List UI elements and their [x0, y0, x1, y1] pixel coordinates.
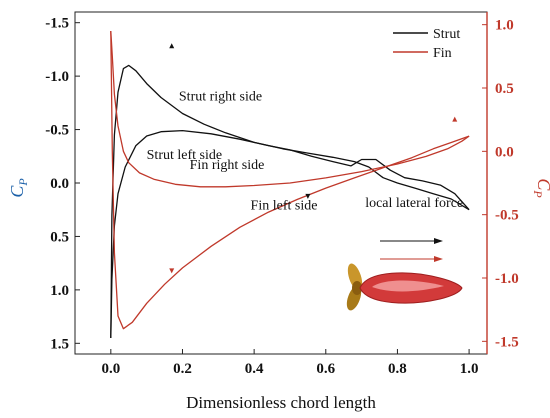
annotation-local-lateral-force: local lateral force: [365, 196, 463, 211]
y-left-tick-label: -1.5: [45, 16, 69, 32]
direction-marker: [305, 193, 311, 199]
legend: Strut Fin: [393, 27, 460, 61]
annotation-strut-left-side: Strut left side: [147, 148, 222, 163]
fin-fin-left-side-line: [110, 30, 470, 330]
y-right-tick-label: 0.5: [495, 81, 514, 97]
y-left-tick-label: 0.5: [50, 229, 69, 245]
strut-strut-right-side-line: [110, 64, 470, 339]
y-right-tick-label: 0.0: [495, 144, 514, 160]
y-right-tick-label: -1.5: [495, 334, 519, 350]
legend-strut-label: Strut: [433, 27, 460, 42]
propeller-fin-illustration: [346, 263, 463, 311]
direction-marker: [169, 268, 175, 274]
series-layer: [110, 30, 470, 339]
strut-force-arrowhead: [434, 238, 443, 244]
strut-strut-left-side-line: [110, 129, 470, 339]
annotation-fin-right-side: Fin right side: [190, 158, 265, 173]
fin-fin-right-side-line: [110, 30, 470, 188]
direction-marker: [452, 116, 458, 122]
x-tick-label: 0.0: [101, 361, 120, 377]
direction-marker: [169, 43, 175, 49]
x-tick-label: 0.2: [173, 361, 192, 377]
x-tick-label: 0.4: [245, 361, 264, 377]
y-right-tick-label: -1.0: [495, 271, 519, 287]
x-axis-title: Dimensionless chord length: [186, 393, 376, 412]
y-left-subscript: P: [16, 178, 30, 187]
annotation-fin-left-side: Fin left side: [251, 199, 318, 214]
y-left-tick-label: -1.0: [45, 69, 69, 85]
fin-highlight: [372, 280, 444, 292]
y-right-tick-label: 1.0: [495, 18, 514, 34]
lateral-force-arrows: [380, 238, 443, 262]
y-left-axis-title: CP: [7, 178, 30, 198]
y-right-subscript: P: [531, 189, 545, 198]
propeller-hub: [352, 281, 362, 295]
x-tick-label: 1.0: [460, 361, 479, 377]
y-right-tick-label: -0.5: [495, 208, 519, 224]
y-right-symbol: C: [534, 178, 550, 191]
y-left-tick-label: -0.5: [45, 123, 69, 139]
y-left-tick-label: 0.0: [50, 176, 69, 192]
y-left-tick-label: 1.5: [50, 336, 69, 352]
y-right-axis-title: CP: [531, 178, 550, 198]
y-left-symbol: C: [7, 185, 27, 198]
legend-fin-label: Fin: [433, 46, 452, 61]
x-tick-label: 0.6: [316, 361, 335, 377]
annotation-strut-right-side: Strut right side: [179, 89, 262, 104]
fin-force-arrowhead: [434, 256, 443, 262]
y-left-tick-label: 1.0: [50, 283, 69, 299]
ticks: [75, 22, 487, 354]
marker-layer: [169, 43, 458, 274]
x-tick-label: 0.8: [388, 361, 407, 377]
